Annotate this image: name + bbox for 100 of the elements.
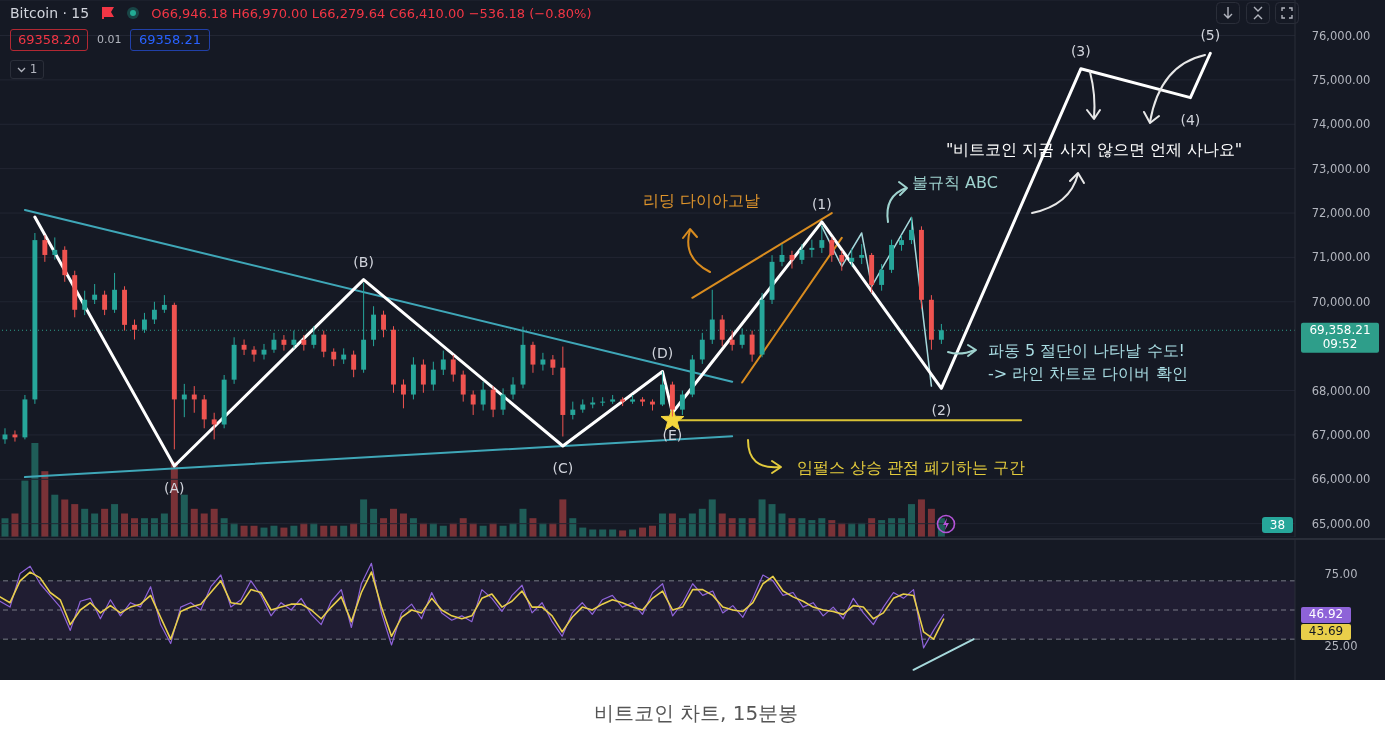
bar xyxy=(569,518,577,537)
candlestick xyxy=(679,390,685,416)
bar xyxy=(818,518,826,537)
candlestick xyxy=(938,323,944,345)
candlestick xyxy=(550,354,556,376)
bar xyxy=(698,508,706,537)
bar xyxy=(907,504,915,537)
y-tick-label: 74,000.00 xyxy=(1311,117,1371,132)
candlestick xyxy=(879,263,885,292)
annotation: 파동 5 절단이 나타날 수도! xyxy=(988,341,1185,361)
candlestick xyxy=(460,370,466,403)
annotation: (3) xyxy=(1070,42,1091,59)
bar xyxy=(708,499,716,537)
candlestick xyxy=(281,334,287,352)
bar xyxy=(71,504,79,537)
y-tick-label: 71,000.00 xyxy=(1311,250,1371,265)
candlestick xyxy=(709,289,715,345)
bar xyxy=(888,518,896,537)
candlestick xyxy=(470,390,476,416)
candlestick xyxy=(480,381,486,412)
candlestick xyxy=(291,330,297,349)
y-tick-label: 75.00 xyxy=(1324,566,1358,581)
bar xyxy=(21,480,29,537)
annotation: 1 xyxy=(29,62,38,77)
candlestick xyxy=(739,327,745,349)
bar xyxy=(180,494,188,537)
bar xyxy=(140,518,148,537)
bar xyxy=(768,504,776,537)
text: 43.69 xyxy=(1308,624,1344,639)
bar xyxy=(559,499,567,537)
bar xyxy=(619,530,627,537)
bar xyxy=(150,518,158,537)
bar xyxy=(1,518,9,537)
bar xyxy=(728,518,736,537)
bar xyxy=(41,471,49,537)
line-series xyxy=(0,562,945,649)
line-series xyxy=(0,571,945,640)
candlestick xyxy=(52,236,58,261)
candlestick xyxy=(201,394,207,429)
bar xyxy=(599,529,607,537)
bar xyxy=(409,518,417,537)
annotation: 69358.21 xyxy=(138,32,202,48)
candlestick xyxy=(211,412,217,440)
annotation: 38 xyxy=(1269,517,1286,533)
bar xyxy=(210,508,218,537)
candlestick xyxy=(430,361,436,392)
candlestick xyxy=(490,385,496,418)
bar xyxy=(758,499,766,537)
y-tick-label: 72,000.00 xyxy=(1311,206,1371,221)
bar xyxy=(678,518,686,537)
bar xyxy=(31,443,39,537)
y-tick-label: 76,000.00 xyxy=(1311,28,1371,43)
bar xyxy=(798,518,806,537)
y-tick-label: 70,000.00 xyxy=(1311,294,1371,309)
bar xyxy=(519,508,527,537)
y-tick-label: 67,000.00 xyxy=(1311,427,1371,442)
text: 비트코인 차트, 15분봉 xyxy=(593,701,799,725)
y-tick-label: 75,000.00 xyxy=(1311,72,1371,87)
bar xyxy=(609,529,617,537)
candlestick xyxy=(719,314,725,347)
annotation: (4) xyxy=(1180,111,1201,128)
annotation: 리딩 다이아고날 xyxy=(643,191,761,211)
chart-title: Bitcoin · 15 xyxy=(10,5,90,21)
candlestick xyxy=(540,352,546,372)
bar xyxy=(389,508,397,537)
text: 46.92 xyxy=(1308,607,1344,622)
candlestick xyxy=(500,387,506,416)
y-tick-label: 66,000.00 xyxy=(1311,472,1371,487)
annotation: (D) xyxy=(651,345,674,362)
bar xyxy=(220,518,228,537)
bar xyxy=(868,518,876,537)
annotation: 0.01 xyxy=(97,33,122,47)
bar xyxy=(380,518,388,537)
candlestick xyxy=(420,358,426,394)
bar xyxy=(360,499,368,537)
candlestick xyxy=(819,224,825,254)
bar xyxy=(190,508,198,537)
candlestick xyxy=(151,301,157,325)
candlestick xyxy=(102,290,108,316)
candlestick xyxy=(381,310,386,338)
bar xyxy=(788,518,796,537)
candlestick xyxy=(42,234,48,263)
candlestick xyxy=(699,332,705,365)
bar xyxy=(51,494,59,537)
candlestick xyxy=(241,339,247,356)
candlestick xyxy=(142,312,147,334)
annotation: -> 라인 차트로 다이버 확인 xyxy=(988,364,1188,384)
y-tick-label: 68,000.00 xyxy=(1311,383,1371,398)
bar xyxy=(370,508,378,537)
bar xyxy=(927,508,935,537)
annotation: (C) xyxy=(552,460,574,477)
candlestick xyxy=(909,216,914,245)
bar xyxy=(589,529,597,537)
annotation: (E) xyxy=(662,426,683,443)
y-tick-label: 73,000.00 xyxy=(1311,161,1371,176)
candlestick xyxy=(829,236,835,263)
candlestick xyxy=(351,350,357,378)
annotation: 불규칙 ABC xyxy=(912,173,998,193)
candlestick xyxy=(401,378,406,409)
bar xyxy=(629,529,637,537)
